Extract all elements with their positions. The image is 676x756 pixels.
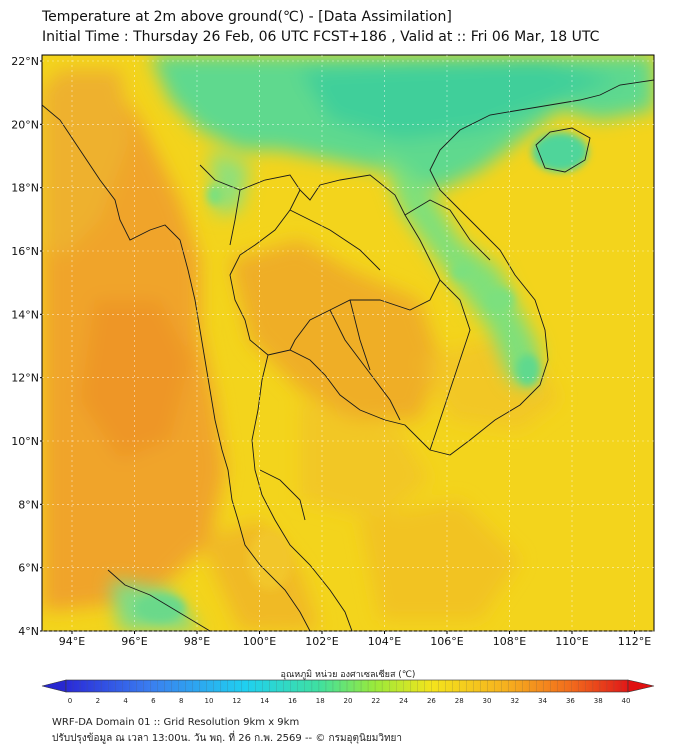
graticule (42, 55, 654, 632)
lon-label: 98°E (184, 635, 210, 648)
map-title: Temperature at 2m above ground(℃) - [Dat… (42, 7, 599, 47)
colorbar-tick-label: 24 (399, 697, 408, 705)
title-line-2: Initial Time : Thursday 26 Feb, 06 UTC F… (42, 29, 600, 45)
footer-line-2: ปรับปรุงข้อมูล ณ เวลา 13:00น. วัน พฤ. ที… (52, 733, 403, 744)
colorbar-tick-label: 14 (260, 697, 269, 705)
colorbar-label: อุณหภูมิ หน่วย องศาเซลเซียส (℃) (281, 669, 416, 680)
colorbar: 0 2 4 6 8 10 12 14 16 18 20 22 24 26 28 30 32 34 36 38 40 (41, 679, 655, 705)
temperature-field (42, 55, 654, 631)
colorbar-tick-label: 32 (510, 697, 519, 705)
lon-label: 96°E (121, 635, 147, 648)
coastlines-and-borders (42, 79, 654, 631)
lat-label: 20°N (11, 118, 39, 131)
colorbar-tick-label: 0 (68, 697, 72, 705)
lon-label: 94°E (59, 635, 85, 648)
colorbar-tick-label: 20 (344, 697, 353, 705)
lat-label: 6°N (18, 562, 39, 575)
colorbar-low-arrow (41, 679, 67, 693)
lat-label: 8°N (18, 498, 39, 511)
colorbar-tick-label: 30 (483, 697, 492, 705)
footer-line-1: WRF-DA Domain 01 :: Grid Resolution 9km … (52, 717, 300, 728)
colorbar-tick-label: 10 (205, 697, 214, 705)
colorbar-tick-label: 34 (538, 697, 547, 705)
lon-label: 102°E (305, 635, 338, 648)
lat-label: 16°N (11, 245, 39, 258)
lat-label: 22°N (11, 55, 39, 68)
colorbar-tick-label: 28 (455, 697, 464, 705)
longitude-labels: 94°E 96°E 98°E 100°E 102°E 104°E 106°E 108°E 110… (59, 631, 651, 648)
lon-label: 110°E (555, 635, 588, 648)
lat-label: 4°N (18, 625, 39, 638)
lon-label: 104°E (368, 635, 401, 648)
title-line-1: Temperature at 2m above ground(℃) - [Dat… (42, 9, 452, 25)
colorbar-tick-label: 36 (566, 697, 575, 705)
colorbar-tick-label: 8 (179, 697, 183, 705)
lat-label: 10°N (11, 435, 39, 448)
colorbar-tick-label: 40 (622, 697, 631, 705)
colorbar-tick-label: 16 (288, 697, 297, 705)
colorbar-ticks: 0 2 4 6 8 10 12 14 16 18 20 22 24 26 28 30 32 34 36 38 40 (65, 680, 631, 705)
lon-label: 100°E (243, 635, 276, 648)
lon-label: 106°E (430, 635, 463, 648)
colorbar-high-arrow (627, 679, 655, 693)
colorbar-tick-label: 2 (96, 697, 100, 705)
colorbar-tick-label: 6 (151, 697, 156, 705)
lat-label: 12°N (11, 372, 39, 385)
colorbar-tick-label: 4 (123, 697, 128, 705)
colorbar-tick-label: 22 (371, 697, 380, 705)
colorbar-tick-label: 38 (594, 697, 603, 705)
colorbar-tick-label: 26 (427, 697, 436, 705)
lon-label: 108°E (493, 635, 526, 648)
latitude-labels: 22°N 20°N 18°N 16°N 14°N 12°N 10°N 8°N 6°N 4°N (11, 55, 42, 638)
colorbar-tick-label: 12 (232, 697, 241, 705)
lon-label: 112°E (618, 635, 651, 648)
lat-label: 18°N (11, 182, 39, 195)
lat-label: 14°N (11, 308, 39, 321)
colorbar-tick-label: 18 (316, 697, 325, 705)
